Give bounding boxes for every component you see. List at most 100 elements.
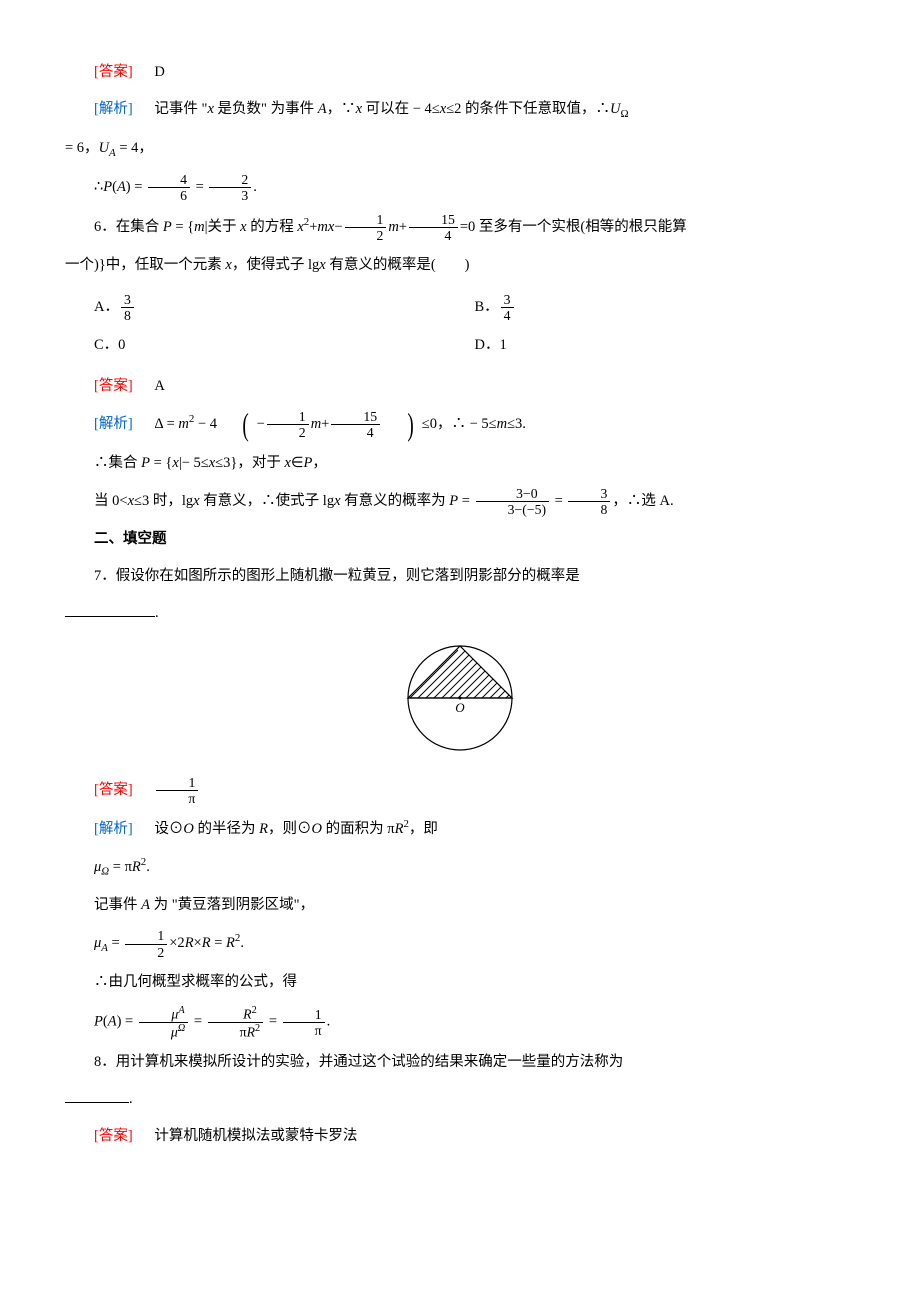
denominator: μΩ	[139, 1023, 188, 1040]
text: 当 0<	[94, 493, 128, 509]
fraction: 38	[119, 292, 136, 323]
plus: +	[321, 416, 329, 432]
period: .	[327, 1014, 331, 1030]
q7-blank-line: .	[65, 599, 855, 628]
q6-answer-value: A	[154, 378, 164, 394]
q7-exp-line1: [解析] 设⊙O 的半径为 R，则⊙O 的面积为 πR2，即	[65, 814, 855, 844]
lparen-big: (	[225, 411, 249, 440]
period: .	[129, 1091, 133, 1107]
fraction: 38	[566, 486, 612, 517]
var-R: R	[243, 1007, 251, 1022]
numerator: 1	[267, 409, 309, 425]
text: 一个)}中，任取一个元素	[65, 257, 225, 273]
text: = 4，	[116, 140, 153, 156]
q5-formula: ∴P(A) = 46 = 23.	[65, 172, 855, 203]
text: ∴集合	[94, 455, 141, 471]
opt-d: D．1	[475, 337, 507, 353]
text: 为 "黄豆落到阴影区域"，	[150, 897, 314, 913]
q6-exp-when: 当 0<x≤3 时，lgx 有意义，∴使式子 lgx 有意义的概率为 P = 3…	[65, 486, 855, 517]
text: 8．用计算机来模拟所设计的实验，并通过这个试验的结果来确定一些量的方法称为	[94, 1054, 623, 1070]
fraction: 34	[499, 292, 516, 323]
period: .	[253, 179, 257, 195]
numerator: μA	[139, 1005, 188, 1023]
numerator: 1	[156, 775, 198, 791]
denominator: 8	[121, 308, 134, 323]
spacer	[136, 416, 151, 432]
text: 记事件 "	[154, 101, 207, 117]
denominator: 4	[331, 425, 380, 440]
numerator: 3	[568, 486, 610, 502]
sup-omega: Ω	[178, 1023, 185, 1034]
eq: =	[121, 1014, 136, 1030]
period: .	[155, 605, 159, 621]
fraction: 46	[146, 172, 192, 203]
fraction: 3−03−(−5)	[474, 486, 551, 517]
text: = {	[172, 219, 194, 235]
var-R: R	[247, 1024, 255, 1039]
explain-label: [解析]	[94, 416, 133, 432]
var-U: U	[610, 101, 620, 117]
text: ≤0，∴ − 5≤	[422, 416, 497, 432]
var-P: P	[163, 219, 172, 235]
q6-stem-line1: 6．在集合 P = {m|关于 x 的方程 x2+mx−12m+154=0 至多…	[65, 212, 855, 243]
fill-blank	[65, 601, 155, 617]
eq: =	[265, 1014, 280, 1030]
sub-A: A	[101, 942, 108, 954]
text: 的半径为	[194, 821, 259, 837]
var-m: m	[388, 219, 398, 235]
var-P: P	[449, 493, 458, 509]
var-O: O	[183, 821, 193, 837]
numerator: 4	[148, 172, 190, 188]
spacer	[136, 378, 151, 394]
var-P: P	[141, 455, 150, 471]
q7-answer-line: [答案] 1π	[65, 775, 855, 806]
fraction: μAμΩ	[137, 1005, 190, 1040]
q7-figure: O	[65, 640, 855, 767]
var-m: m	[317, 219, 327, 235]
q5-answer-line: [答案] D	[65, 58, 855, 87]
section2-header: 二、填空题	[65, 525, 855, 554]
q7-event: 记事件 A 为 "黄豆落到阴影区域"，	[65, 891, 855, 920]
numerator: 3	[121, 292, 134, 308]
fraction: 23	[207, 172, 253, 203]
text: =0 至多有一个实根(相等的根只能算	[460, 219, 687, 235]
text: |− 5≤	[179, 455, 209, 471]
text: 的方程	[247, 219, 298, 235]
text: ≤3 时，lg	[134, 493, 193, 509]
q8-answer-value: 计算机随机模拟法或蒙特卡罗法	[154, 1128, 357, 1144]
answer-label: [答案]	[94, 378, 133, 394]
option-d: D．1	[475, 327, 856, 364]
circle-diagram-icon: O	[400, 640, 520, 756]
var-A: A	[318, 101, 327, 117]
spacer	[136, 782, 151, 798]
explain-label: [解析]	[94, 101, 133, 117]
text: ，则⊙	[268, 821, 312, 837]
sub-omega: Ω	[101, 866, 109, 878]
q8-blank-line: .	[65, 1085, 855, 1114]
q7-final-prob: P(A) = μAμΩ = R2πR2 = 1π.	[65, 1005, 855, 1040]
denominator: π	[283, 1023, 325, 1038]
sub-A: A	[109, 147, 116, 159]
therefore: ∴	[94, 179, 103, 195]
text: 6．在集合	[94, 219, 163, 235]
var-R: R	[202, 935, 211, 951]
opt-a-pre: A．	[94, 299, 119, 315]
text: ≤3}，对于	[215, 455, 284, 471]
denominator: 2	[125, 945, 167, 960]
q5-answer-value: D	[154, 64, 164, 80]
fraction: 1π	[154, 775, 200, 806]
var-mu: μ	[171, 1024, 178, 1039]
text: 有意义，∴使式子 lg	[200, 493, 335, 509]
sup-A: A	[178, 1005, 184, 1016]
opt-c: C．0	[94, 337, 125, 353]
fraction: 12	[265, 409, 311, 440]
eq: =	[131, 179, 146, 195]
text: ≤2 的条件下任意取值，∴	[446, 101, 610, 117]
numerator: 15	[409, 212, 458, 228]
text: ，即	[409, 821, 438, 837]
text: 是负数" 为事件	[214, 101, 318, 117]
var-m: m	[311, 416, 321, 432]
var-R: R	[226, 935, 235, 951]
answer-label: [答案]	[94, 782, 133, 798]
plus: +	[399, 219, 407, 235]
